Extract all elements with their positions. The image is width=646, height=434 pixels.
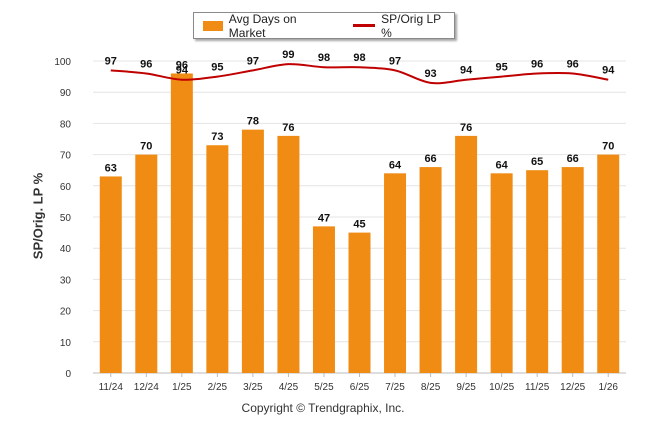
bar-6/25 — [348, 232, 371, 373]
bar-2/25 — [206, 145, 229, 373]
y-tick-label-10: 10 — [60, 338, 72, 349]
bar-11/25 — [526, 170, 549, 373]
bar-label-11/25: 65 — [531, 156, 543, 168]
bar-12/25 — [561, 167, 584, 373]
line-label-8/25: 93 — [424, 68, 436, 80]
line-label-9/25: 94 — [460, 65, 473, 77]
y-tick-label-90: 90 — [60, 88, 72, 99]
x-tick-label-9/25: 9/25 — [456, 382, 476, 393]
legend-bar-label: Avg Days on Market — [228, 11, 297, 40]
line-sp-orig-lp — [110, 63, 609, 85]
legend-line-swatch — [353, 24, 376, 27]
x-tick-label-11/25: 11/25 — [525, 382, 550, 393]
bar-3/25 — [241, 129, 264, 373]
bar-series — [99, 73, 620, 373]
legend-item-bar[interactable]: Avg Days on Market — [194, 12, 335, 40]
bar-label-10/25: 64 — [496, 159, 509, 171]
line-label-12/24: 96 — [140, 58, 152, 70]
bar-12/24 — [135, 154, 158, 373]
line-label-5/25: 98 — [318, 52, 330, 64]
bar-10/25 — [490, 173, 513, 373]
y-tick-label-20: 20 — [60, 307, 72, 318]
line-label-7/25: 97 — [389, 55, 401, 67]
line-label-1/25: 94 — [176, 65, 189, 77]
x-tick-label-11/24: 11/24 — [99, 382, 124, 393]
y-tick-label-50: 50 — [60, 213, 72, 224]
x-tick-label-4/25: 4/25 — [279, 382, 299, 393]
x-tick-label-3/25: 3/25 — [243, 382, 263, 393]
bar-label-5/25: 47 — [318, 212, 330, 224]
legend-item-line[interactable]: SP/Orig LP % — [335, 12, 454, 40]
bar-label-11/24: 63 — [105, 162, 117, 174]
line-label-12/25: 96 — [567, 58, 579, 70]
y-tick-label-100: 100 — [54, 57, 71, 68]
line-label-2/25: 95 — [211, 62, 223, 74]
line-label-11/24: 97 — [105, 55, 117, 67]
x-tick-label-12/24: 12/24 — [134, 382, 159, 393]
x-tick-label-12/25: 12/25 — [560, 382, 585, 393]
line-series — [110, 63, 609, 85]
y-axis-title: SP/Orig. LP % — [30, 172, 46, 260]
x-tick-label-7/25: 7/25 — [385, 382, 405, 393]
copyright-notice: Copyright © Trendgraphix, Inc. — [241, 401, 405, 415]
line-label-11/25: 96 — [531, 58, 543, 70]
axes: 0 10 20 30 40 50 60 70 80 90 100 11/24 12/24 1/25 2/25… — [54, 57, 626, 393]
line-label-10/25: 95 — [496, 62, 508, 74]
line-label-6/25: 98 — [353, 52, 365, 64]
bar-5/25 — [312, 226, 335, 373]
y-tick-label-40: 40 — [60, 244, 72, 255]
bar-label-1/25: 96 — [176, 59, 188, 71]
y-tick-label-30: 30 — [60, 275, 72, 286]
x-tick-label-5/25: 5/25 — [314, 382, 334, 393]
y-tick-label-0: 0 — [65, 369, 71, 380]
line-label-1/26: 94 — [602, 65, 615, 77]
bar-9/25 — [455, 135, 478, 373]
line-label-3/25: 97 — [247, 55, 259, 67]
bar-11/24 — [99, 176, 122, 373]
bar-label-6/25: 45 — [353, 219, 365, 231]
bar-label-8/25: 66 — [424, 153, 436, 165]
y-tick-label-60: 60 — [60, 182, 72, 193]
bar-label-12/25: 66 — [567, 153, 579, 165]
bar-label-4/25: 76 — [282, 122, 294, 134]
bar-4/25 — [277, 135, 300, 373]
x-tick-label-1/26: 1/26 — [598, 382, 618, 393]
bar-8/25 — [419, 167, 442, 373]
y-tick-label-70: 70 — [60, 151, 72, 162]
bar-7/25 — [384, 173, 407, 373]
legend: Avg Days on Market SP/Orig LP % — [193, 12, 455, 40]
bar-1/26 — [597, 154, 620, 373]
y-tick-label-80: 80 — [60, 119, 72, 130]
bar-label-12/24: 70 — [140, 141, 152, 153]
x-tick-label-6/25: 6/25 — [350, 382, 370, 393]
bar-label-1/26: 70 — [602, 141, 614, 153]
bar-label-3/25: 78 — [247, 116, 259, 128]
line-label-4/25: 99 — [282, 49, 294, 61]
bar-label-7/25: 64 — [389, 159, 402, 171]
legend-line-label: SP/Orig LP % — [381, 11, 441, 40]
bar-label-2/25: 73 — [211, 131, 223, 143]
bar-1/25 — [170, 73, 193, 373]
x-tick-label-10/25: 10/25 — [489, 382, 514, 393]
legend-bar-swatch — [203, 20, 223, 31]
x-tick-label-8/25: 8/25 — [421, 382, 441, 393]
x-tick-label-2/25: 2/25 — [208, 382, 228, 393]
bar-label-9/25: 76 — [460, 122, 472, 134]
x-tick-label-1/25: 1/25 — [172, 382, 192, 393]
